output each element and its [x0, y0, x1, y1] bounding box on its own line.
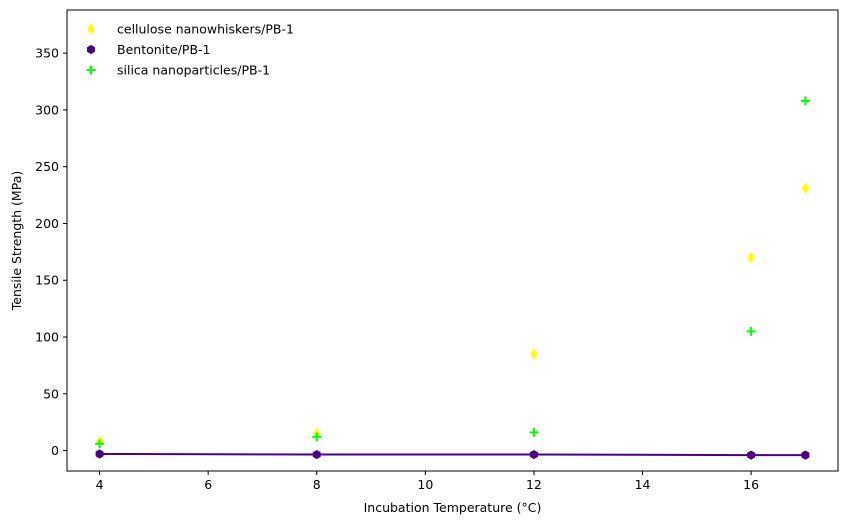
- x-tick-label: 16: [743, 477, 759, 492]
- x-axis-label: Incubation Temperature (°C): [364, 500, 542, 515]
- x-tick-label: 10: [417, 477, 433, 492]
- x-tick-label: 8: [313, 477, 321, 492]
- data-point: [747, 450, 756, 460]
- y-axis: 0 50 100 150 200 250 300 350: [35, 46, 67, 458]
- x-axis: 4 6 8 10 12 14 16: [96, 471, 759, 492]
- y-tick-label: 300: [35, 102, 59, 117]
- legend-label: Bentonite/PB-1: [117, 42, 211, 57]
- y-tick-label: 0: [51, 443, 59, 458]
- data-point: [747, 251, 755, 264]
- y-tick-label: 50: [43, 386, 59, 401]
- legend-label: cellulose nanowhiskers/PB-1: [117, 22, 294, 37]
- series-line: [99, 452, 806, 457]
- legend-marker: [87, 44, 95, 55]
- data-point: [95, 439, 105, 449]
- x-tick-label: 4: [96, 477, 104, 492]
- y-tick-label: 100: [35, 330, 59, 345]
- data-point: [529, 449, 538, 460]
- data-point: [312, 432, 322, 442]
- data-point: [801, 182, 810, 195]
- legend-marker: [87, 23, 95, 35]
- data-point: [746, 326, 756, 336]
- plot-frame: [66, 9, 839, 472]
- y-tick-label: 150: [35, 273, 59, 288]
- y-tick-label: 200: [35, 216, 59, 231]
- x-tick-label: 12: [526, 477, 542, 492]
- legend: cellulose nanowhiskers/PB-1 Bentonite/PB-…: [86, 22, 294, 78]
- data-point: [530, 348, 538, 361]
- data-point: [801, 450, 810, 460]
- data-point: [312, 449, 321, 460]
- data-point: [529, 427, 539, 437]
- y-tick-label: 250: [35, 159, 59, 174]
- y-tick-label: 350: [35, 46, 59, 61]
- legend-marker: [86, 65, 96, 75]
- x-tick-label: 14: [635, 477, 651, 492]
- y-axis-label: Tensile Strength (MPa): [9, 171, 24, 311]
- legend-label: silica nanoparticles/PB-1: [117, 63, 270, 78]
- data-point: [800, 96, 810, 106]
- x-tick-label: 6: [204, 477, 212, 492]
- series-layer: [95, 96, 810, 460]
- data-point: [95, 449, 104, 459]
